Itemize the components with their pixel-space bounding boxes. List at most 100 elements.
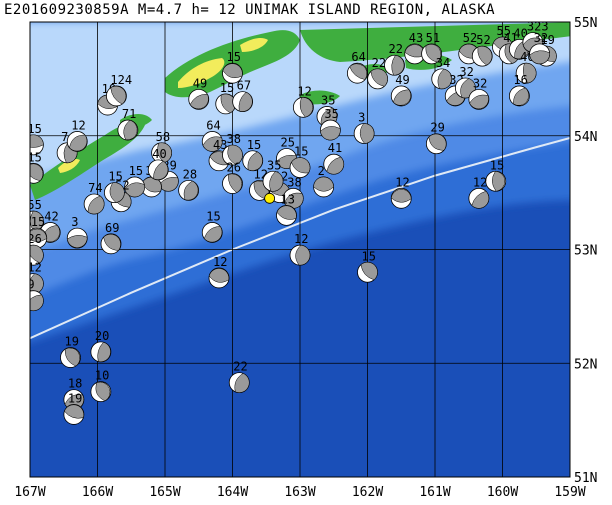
focal-mechanism: 15 (30, 215, 48, 249)
mechanism-depth-label: 49 (193, 76, 207, 90)
mechanism-depth-label: 15 (490, 158, 504, 172)
focal-mechanism: 15 (103, 170, 125, 204)
focal-mechanism: 38 (222, 132, 243, 166)
mechanism-depth-label: 29 (430, 121, 444, 135)
mechanism-depth-label: 19 (540, 33, 554, 47)
focal-mechanism: 15 (215, 81, 237, 115)
focal-mechanism: 15 (289, 145, 311, 179)
mechanism-depth-label: 71 (122, 107, 136, 121)
focal-mechanism: 19 (63, 391, 85, 425)
mechanism-depth-label: 15 (31, 215, 45, 229)
mechanism-depth-label: 9 (27, 278, 34, 292)
mechanism-depth-label: 20 (95, 329, 109, 343)
lon-tick-label: 166W (82, 485, 113, 500)
focal-mechanism: 51 (421, 31, 443, 65)
focal-mechanism: 49 (188, 76, 210, 110)
focal-mechanism: 16 (508, 73, 530, 107)
lon-tick-label: 165W (149, 485, 180, 500)
mechanism-depth-label: 51 (426, 31, 440, 45)
mechanism-depth-label: 26 (227, 161, 241, 175)
mechanism-depth-label: 34 (436, 56, 450, 70)
unalaska-island (30, 122, 145, 200)
lon-tick-label: 159W (554, 485, 585, 500)
mechanism-depth-label: 67 (237, 79, 251, 93)
focal-mechanism: 12 (66, 118, 88, 152)
focal-mechanism: 26 (222, 161, 243, 194)
focal-mechanism: 20 (90, 329, 112, 363)
mechanism-depth-label: 2 (318, 164, 325, 178)
islands-east (300, 54, 452, 105)
mechanism-depth-label: 15 (27, 122, 41, 136)
unimak-peak (240, 37, 268, 52)
mechanism-depth-label: 10 (95, 369, 109, 383)
lon-tick-label: 162W (352, 485, 383, 500)
mechanism-depth-label: 12 (71, 118, 85, 132)
mechanism-depth-label: 52 (463, 31, 477, 45)
mechanism-depth-label: 15 (129, 164, 143, 178)
lat-tick-label: 55N (574, 16, 597, 31)
mechanism-depth-label: 58 (156, 130, 170, 144)
focal-mechanism: 69 (100, 221, 122, 255)
focal-mechanism: 29 (425, 121, 447, 155)
mechanism-depth-label: 28 (183, 167, 197, 181)
mechanism-depth-label: 3 (71, 215, 78, 229)
focal-mechanism: 52 (471, 33, 493, 67)
mechanism-depth-label: 18 (68, 377, 82, 391)
mechanism-depth-label: 26 (27, 232, 41, 246)
focal-mechanism: 71 (117, 107, 139, 141)
mechanism-depth-label: 15 (294, 145, 308, 159)
focal-mechanism: 32 (529, 31, 551, 65)
focal-mechanism: 67 (232, 79, 254, 113)
focal-mechanism: 15 (124, 164, 146, 198)
focal-mechanism: 35 (319, 107, 341, 141)
lat-tick-label: 54N (574, 130, 597, 145)
focal-mechanism: 55 (27, 198, 44, 232)
map-frame (29, 21, 571, 478)
lat-tick-label: 51N (574, 471, 597, 486)
mechanism-depth-label: 49 (395, 73, 409, 87)
unalaska-peak (58, 158, 80, 173)
focal-mechanism: 12 (208, 255, 230, 289)
mechanism-depth-label: 32 (473, 76, 487, 90)
mechanism-depth-label: 38 (287, 175, 301, 189)
mechanism-depth-label: 55 (27, 198, 41, 212)
mechanism-depth-label: 40 (152, 147, 166, 161)
focal-mechanism: 12 (468, 175, 490, 209)
mechanism-depth-label: 124 (110, 73, 132, 87)
focal-mechanism: 22 (228, 360, 250, 393)
focal-mechanism: 34 (431, 56, 453, 90)
mechanism-depth-label: 12 (395, 175, 409, 189)
mechanism-depth-label: 12 (297, 84, 311, 98)
unimak-highland (178, 58, 225, 88)
mechanism-depth-label: 35 (267, 158, 281, 172)
focal-mechanism: 15 (27, 122, 44, 156)
focal-mechanism: 40 (515, 50, 537, 84)
focal-mechanism: 9 (27, 278, 44, 312)
mechanism-depth-label: 35 (324, 107, 338, 121)
mechanism-depth-label: 22 (372, 56, 386, 70)
mechanism-depth-label: 32 (459, 65, 473, 79)
mechanism-depth-label: 69 (105, 221, 119, 235)
mechanism-depth-label: 42 (44, 209, 58, 223)
focal-mechanism: 41 (323, 141, 345, 175)
focal-mechanism: 38 (282, 175, 304, 209)
mechanism-depth-label: 16 (513, 73, 527, 87)
mechanism-depth-label: 35 (321, 93, 335, 107)
mechanism-depth-label: 41 (328, 141, 342, 155)
axis-labels: 167W 166W 165W 164W 163W 162W 161W 160W 159W 55N 5… (14, 16, 597, 500)
mechanism-depth-label: 15 (362, 249, 376, 263)
mechanism-depth-label: 3 (358, 110, 365, 124)
mechanism-depth-label: 43 (213, 138, 227, 152)
focal-mechanism: 15 (30, 150, 44, 184)
mechanism-depth-label: 15 (206, 209, 220, 223)
focal-mechanism: 22 (384, 42, 405, 76)
focal-mechanism: 35 (262, 158, 284, 192)
focal-mechanism: 15 (201, 209, 223, 243)
focal-mechanisms: 1515712101247149151567644338152515123535… (27, 22, 557, 425)
focal-mechanism: 12 (30, 261, 44, 295)
focal-mechanism: 64 (346, 50, 368, 84)
mechanism-depth-label: 7 (61, 130, 68, 144)
mechanism-depth-label: 25 (281, 136, 295, 150)
focal-mechanism: 26 (27, 232, 44, 266)
